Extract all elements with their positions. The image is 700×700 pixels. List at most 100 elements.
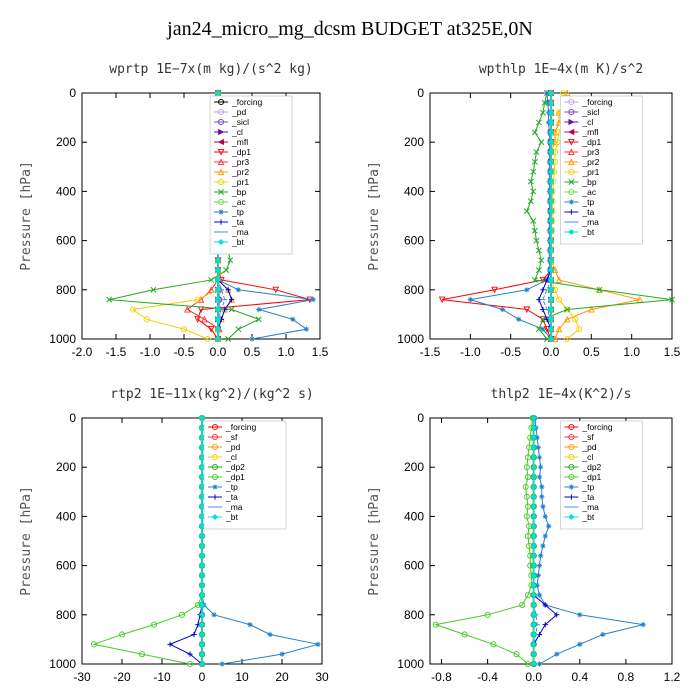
legend-marker: [217, 198, 225, 206]
data-point: [214, 267, 222, 274]
data-point: [547, 306, 555, 313]
legend-label: _dp1: [581, 472, 601, 482]
data-point: [547, 208, 555, 215]
legend-label: _dp2: [225, 462, 245, 472]
data-point: [542, 533, 548, 539]
legend-marker: [568, 513, 575, 521]
data-point: [524, 533, 532, 540]
legend-label: _ma: [581, 502, 599, 512]
data-point: [547, 89, 555, 97]
data-point: [523, 513, 530, 520]
data-point: [186, 660, 194, 668]
data-point: [530, 493, 537, 500]
data-point: [198, 660, 206, 668]
data-point: [547, 198, 555, 205]
data-point: [198, 592, 206, 599]
data-point: [538, 464, 544, 470]
legend-marker: [568, 484, 574, 490]
legend-marker: [568, 179, 575, 185]
data-point: [201, 315, 208, 323]
data-point: [530, 483, 537, 490]
data-point: [523, 208, 530, 215]
x-tick-label: 0.0: [210, 345, 227, 359]
data-point: [530, 562, 537, 569]
y-tick-label: 400: [56, 184, 76, 198]
legend-label: _pr1: [231, 177, 249, 187]
data-point: [198, 533, 206, 540]
legend-marker: [217, 158, 225, 166]
legend-marker: [568, 168, 575, 176]
x-tick-label: 0.4: [571, 670, 588, 684]
data-point: [106, 296, 113, 303]
data-point: [214, 335, 222, 343]
data-point: [198, 611, 206, 618]
data-point: [527, 198, 534, 205]
data-point: [249, 336, 255, 342]
data-point: [547, 188, 555, 195]
data-point: [530, 513, 537, 520]
data-point: [535, 444, 541, 451]
data-point: [547, 99, 555, 106]
data-point: [531, 277, 538, 283]
y-tick-label: 1000: [49, 332, 76, 346]
data-point: [208, 277, 215, 283]
legend-label: _ac: [581, 187, 596, 197]
data-point: [530, 592, 537, 599]
legend-marker: [211, 473, 219, 481]
panel-title: thlp2 1E−4x(K^2)/s: [491, 387, 632, 402]
panel-title: rtp2 1E−11x(kg^2)/(kg^2 s): [110, 387, 314, 402]
y-tick-label: 800: [404, 283, 424, 297]
legend-marker: [568, 138, 575, 146]
data-point: [540, 326, 546, 332]
data-point: [554, 612, 560, 618]
data-point: [533, 237, 540, 244]
series-bt: [530, 414, 537, 668]
y-tick-label: 600: [404, 234, 424, 248]
data-point: [530, 631, 537, 638]
data-point: [524, 592, 532, 599]
data-point: [530, 601, 537, 608]
legend: _forcing_sf_pd_cl_dp2_dp1_tp_ta_ma_bt: [560, 420, 643, 530]
legend-box: [203, 420, 287, 530]
data-point: [303, 326, 309, 332]
y-tick-label: 800: [56, 283, 76, 297]
legend-marker: [568, 128, 575, 136]
data-point: [547, 217, 555, 224]
data-point: [223, 267, 230, 274]
legend-marker: [568, 108, 575, 116]
legend-label: _ac: [231, 197, 246, 207]
data-point: [576, 326, 583, 333]
data-point: [547, 158, 555, 165]
x-tick-label: 1.5: [664, 345, 681, 359]
legend-marker: [211, 513, 219, 521]
legend-marker: [568, 473, 575, 481]
data-point: [198, 552, 206, 559]
data-point: [214, 257, 222, 264]
x-tick-label: -2.0: [72, 345, 93, 359]
data-point: [530, 572, 537, 579]
data-point: [214, 276, 222, 283]
data-point: [547, 168, 555, 175]
data-point: [546, 523, 552, 529]
data-point: [138, 651, 146, 658]
legend-marker: [568, 199, 574, 205]
plot-frame: [429, 417, 673, 665]
series-line: [92, 418, 203, 665]
series-dp1: [432, 414, 536, 668]
data-point: [530, 621, 537, 628]
legend-label: _pr2: [581, 157, 599, 167]
x-tick-label: 1.0: [623, 345, 640, 359]
y-tick-label: 600: [404, 559, 424, 573]
legend-label: _cl: [225, 452, 237, 462]
y-tick-label: 200: [404, 460, 424, 474]
data-point: [267, 631, 273, 638]
legend: _forcing_sicl_cl_mfl_dp1_pr3_pr2_pr1_bp_…: [560, 95, 643, 245]
data-point: [547, 326, 555, 333]
data-point: [530, 168, 537, 175]
y-tick-label: 0: [417, 86, 424, 100]
data-point: [542, 622, 548, 628]
data-point: [198, 651, 206, 658]
x-tick-label: -1.5: [420, 345, 441, 359]
legend-marker: [212, 494, 218, 500]
